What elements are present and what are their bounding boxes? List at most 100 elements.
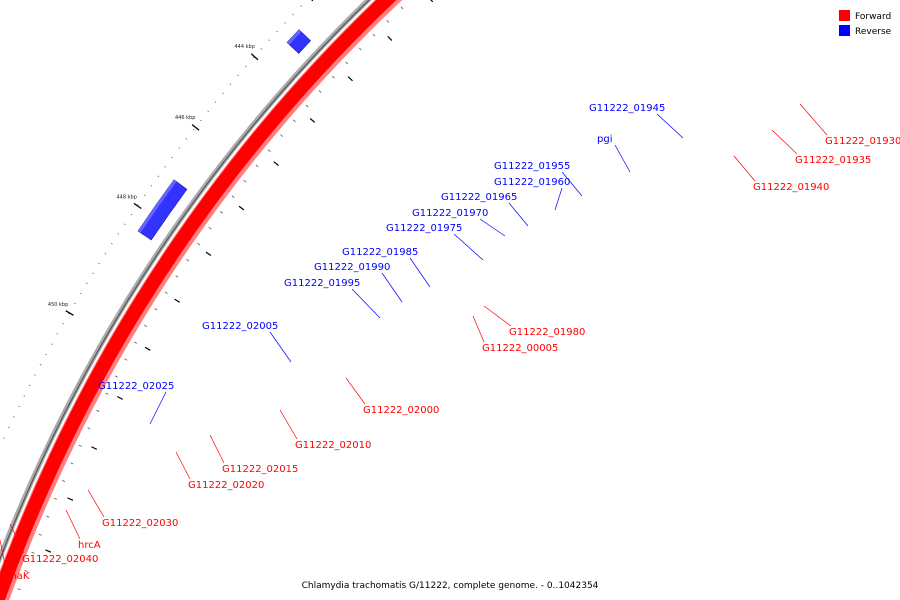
minor-tick-inner bbox=[114, 375, 118, 378]
major-tick-inner bbox=[67, 497, 74, 501]
minor-tick-inner bbox=[96, 409, 100, 412]
reverse-gene-leader bbox=[554, 187, 563, 211]
minor-tick-outer bbox=[13, 416, 15, 418]
major-tick-outer bbox=[191, 124, 200, 131]
minor-tick-outer bbox=[268, 39, 270, 42]
minor-tick-inner bbox=[31, 551, 35, 554]
minor-tick-outer bbox=[117, 233, 120, 235]
minor-tick-inner bbox=[105, 392, 109, 395]
minor-tick-inner bbox=[305, 104, 309, 108]
forward-gene-leader bbox=[279, 409, 298, 440]
major-tick-inner bbox=[91, 446, 98, 450]
minor-tick-inner bbox=[208, 226, 212, 230]
reverse-gene-highlight bbox=[138, 179, 177, 233]
minor-tick-outer bbox=[185, 138, 188, 140]
forward-gene-leader bbox=[209, 434, 225, 464]
reverse-gene-leader bbox=[409, 257, 431, 288]
reverse-gene-leader bbox=[561, 171, 583, 197]
minor-tick-outer bbox=[171, 156, 174, 159]
major-tick-inner bbox=[387, 35, 393, 41]
major-tick-inner bbox=[347, 76, 353, 82]
forward-gene-leader bbox=[733, 155, 756, 182]
minor-tick-inner bbox=[186, 259, 190, 262]
minor-tick-outer bbox=[252, 56, 255, 59]
reverse-gene-leader bbox=[453, 233, 484, 261]
minor-tick-inner bbox=[17, 588, 21, 591]
minor-tick-inner bbox=[318, 90, 322, 93]
minor-tick-outer bbox=[244, 65, 247, 68]
major-tick-inner bbox=[45, 549, 52, 553]
minor-tick-outer bbox=[104, 252, 107, 255]
minor-tick-outer bbox=[18, 405, 20, 408]
reverse-gene-label: G11222_01985 bbox=[342, 247, 418, 258]
minor-tick-outer bbox=[130, 213, 133, 216]
major-tick-outer bbox=[133, 202, 142, 210]
minor-tick-inner bbox=[24, 570, 28, 572]
reverse-gene-leader bbox=[149, 391, 167, 425]
minor-tick-outer bbox=[237, 74, 239, 77]
minor-tick-outer bbox=[300, 5, 302, 7]
minor-tick-outer bbox=[68, 312, 70, 315]
forward-gene-label: G11222_01980 bbox=[509, 327, 585, 338]
minor-tick-outer bbox=[92, 272, 94, 275]
minor-tick-outer bbox=[79, 292, 82, 295]
forward-gene-label: G11222_02010 bbox=[295, 440, 371, 451]
minor-tick-outer bbox=[292, 13, 294, 16]
minor-tick-outer bbox=[260, 48, 263, 50]
minor-tick-inner bbox=[358, 47, 362, 51]
minor-tick-outer bbox=[73, 302, 76, 305]
reverse-gene-leader bbox=[614, 144, 631, 173]
forward-gene-leader bbox=[175, 451, 191, 480]
minor-tick-inner bbox=[78, 444, 82, 447]
minor-tick-inner bbox=[372, 33, 376, 37]
minor-tick-inner bbox=[154, 308, 158, 311]
legend-forward-label: Forward bbox=[855, 12, 891, 22]
major-tick-outer bbox=[311, 0, 314, 2]
forward-gene-label: G11222_01935 bbox=[795, 155, 871, 166]
reverse-gene-leader bbox=[269, 331, 292, 363]
reverse-gene-highlight bbox=[287, 29, 302, 45]
minor-tick-inner bbox=[255, 164, 259, 168]
forward-gene-label: G11222_02000 bbox=[363, 405, 439, 416]
minor-tick-outer bbox=[229, 83, 232, 85]
forward-gene-label: dnaK bbox=[4, 571, 30, 582]
minor-tick-inner bbox=[46, 515, 50, 518]
minor-tick-inner bbox=[331, 75, 335, 79]
forward-gene-leader bbox=[0, 539, 7, 571]
major-tick-inner bbox=[144, 346, 151, 351]
minor-tick-inner bbox=[231, 195, 235, 198]
minor-tick-inner bbox=[197, 242, 201, 246]
minor-tick-inner bbox=[267, 149, 271, 152]
forward-gene-label: hrcA bbox=[78, 540, 101, 551]
minor-tick-outer bbox=[214, 101, 217, 103]
minor-tick-inner bbox=[243, 179, 247, 183]
minor-tick-outer bbox=[28, 384, 31, 387]
minor-tick-outer bbox=[50, 343, 53, 345]
minor-tick-outer bbox=[276, 30, 278, 33]
tick-label: 450 kbp bbox=[48, 302, 68, 308]
reverse-gene-leader bbox=[351, 288, 381, 319]
forward-gene-label: G11222_02015 bbox=[222, 464, 298, 475]
minor-tick-inner bbox=[54, 497, 58, 500]
minor-tick-inner bbox=[386, 20, 390, 23]
reverse-gene-leader bbox=[656, 113, 684, 139]
minor-tick-outer bbox=[8, 426, 10, 429]
minor-tick-outer bbox=[200, 119, 202, 122]
reverse-gene-leader bbox=[479, 218, 506, 237]
major-tick-inner bbox=[238, 205, 245, 211]
reverse-gene-label: G11222_02005 bbox=[202, 321, 278, 332]
minor-tick-inner bbox=[219, 211, 223, 214]
minor-tick-inner bbox=[280, 134, 284, 137]
minor-tick-outer bbox=[111, 243, 113, 245]
legend-reverse-label: Reverse bbox=[855, 27, 892, 37]
reverse-gene-leader bbox=[508, 202, 529, 227]
minor-tick-outer bbox=[23, 395, 26, 397]
reverse-gene-label: G11222_01955 bbox=[494, 161, 570, 172]
minor-tick-inner bbox=[175, 275, 179, 278]
minor-tick-inner bbox=[400, 6, 404, 10]
minor-tick-outer bbox=[137, 204, 139, 206]
